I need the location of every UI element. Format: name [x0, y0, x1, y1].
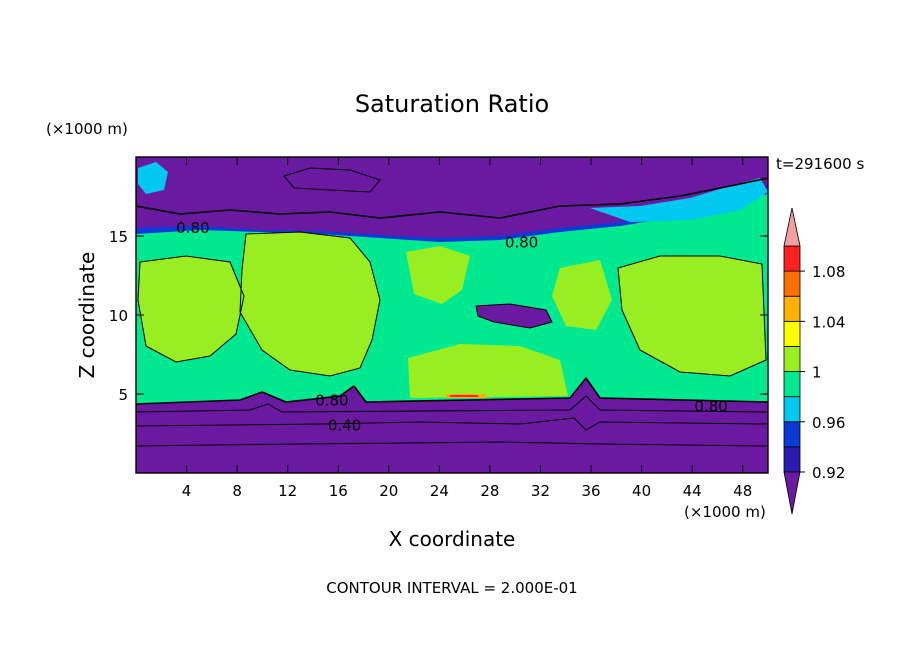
colorbar-segment — [783, 245, 801, 272]
contour-0.20 — [136, 441, 768, 447]
x-axis-label: X coordinate — [389, 527, 516, 551]
y-tick-label: 5 — [118, 386, 128, 404]
y-tick-label: 15 — [109, 228, 128, 246]
contour-1.00-right — [617, 255, 767, 377]
contour-1.00-left — [137, 255, 245, 363]
colorbar-segment — [783, 295, 801, 322]
field-region-center — [552, 260, 612, 330]
x-tick-label: 32 — [531, 482, 550, 500]
field-region-left — [138, 256, 244, 362]
colorbar-label: 1 — [812, 364, 822, 382]
moist-patch-top-right — [590, 178, 768, 222]
colorbar-segment — [783, 371, 801, 398]
contour-labels: 0.80 0.80 0.80 0.80 0.40 — [176, 219, 728, 435]
contour-0.80-lower — [136, 376, 768, 405]
x-tick-label: 36 — [581, 482, 600, 500]
colorbar-label: 1.04 — [812, 313, 845, 331]
colorbar-segment — [783, 421, 801, 448]
contour-label: 0.80 — [315, 391, 348, 409]
x-tick-label: 12 — [278, 482, 297, 500]
field-region-large — [240, 232, 380, 376]
x-tick-label: 48 — [733, 482, 752, 500]
contour-label: 0.80 — [505, 233, 538, 251]
colorbar-label: 0.92 — [812, 464, 845, 482]
contour-0.80-upper — [136, 177, 768, 219]
contour-label: 0.80 — [694, 398, 727, 416]
x-tick-label: 20 — [379, 482, 398, 500]
x-tick-label: 24 — [430, 482, 449, 500]
colorbar-bottom-arrow — [783, 471, 801, 515]
moist-patch-top-left — [138, 162, 168, 194]
contour-lines — [136, 167, 768, 447]
contour-0.40 — [136, 417, 768, 431]
colorbar-segment — [783, 396, 801, 423]
colorbar-label: 0.96 — [812, 414, 845, 432]
chart-title: Saturation Ratio — [355, 90, 549, 118]
x-axis: 4 8 12 16 20 24 28 32 36 40 44 48 — [182, 157, 752, 500]
colorbar-label: 1.08 — [812, 263, 845, 281]
y-axis-label: Z coordinate — [75, 252, 99, 379]
x-tick-label: 4 — [182, 482, 192, 500]
colorbar: 0.92 0.96 1 1.04 1.08 — [783, 207, 845, 515]
contour-interval-footer: CONTOUR INTERVAL = 2.000E-01 — [326, 579, 577, 597]
colorbar-segment — [783, 446, 801, 473]
x-unit-label: (×1000 m) — [684, 503, 766, 521]
colorbar-segment — [783, 270, 801, 297]
contour-0.60 — [136, 395, 768, 413]
x-tick-label: 28 — [480, 482, 499, 500]
contour-1.00-large — [239, 231, 381, 377]
x-tick-label: 8 — [232, 482, 242, 500]
field-region-mid — [406, 246, 470, 304]
field-region-right — [618, 256, 766, 376]
x-tick-label: 44 — [683, 482, 702, 500]
field-region-low — [408, 344, 568, 398]
warm-streak-inner — [450, 395, 478, 397]
contour-top-loop — [283, 167, 381, 193]
y-tick-label: 10 — [109, 307, 128, 325]
time-label: t=291600 s — [776, 155, 864, 173]
x-tick-label: 16 — [329, 482, 348, 500]
y-unit-label: (×1000 m) — [46, 120, 128, 138]
colorbar-segment — [783, 320, 801, 347]
x-tick-label: 40 — [632, 482, 651, 500]
plot-area — [136, 157, 768, 473]
contour-label: 0.80 — [176, 219, 209, 237]
y-axis: 5 10 15 — [109, 228, 768, 404]
contour-dry-pocket — [475, 303, 553, 329]
field-regions — [136, 162, 768, 473]
colorbar-top-arrow — [783, 207, 801, 247]
colorbar-segment — [783, 346, 801, 372]
contour-label: 0.40 — [328, 417, 361, 435]
